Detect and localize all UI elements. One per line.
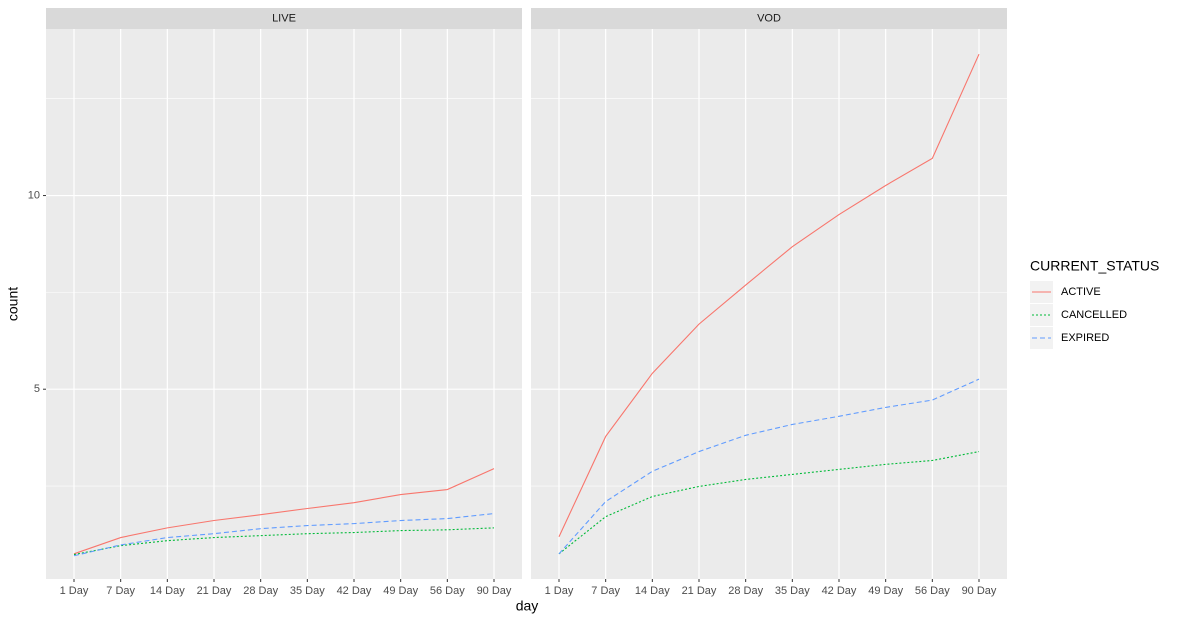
x-axis-title: day [516,598,539,614]
x-tick-label: 56 Day [430,585,465,597]
y-axis-title: count [5,287,21,321]
series-line [73,468,495,555]
x-tick-label: 42 Day [337,585,372,597]
x-tick-label: 14 Day [635,585,670,597]
panel [46,29,522,579]
x-tick-label: 7 Day [106,585,135,597]
x-tick-label: 21 Day [682,585,717,597]
legend-label: CANCELLED [1061,309,1127,321]
strip-label: LIVE [272,12,296,24]
x-tick-label: 42 Day [822,585,857,597]
x-tick-label: 56 Day [915,585,950,597]
x-tick-label: 28 Day [728,585,763,597]
x-tick-label: 90 Day [477,585,512,597]
strip-label: VOD [757,12,781,24]
x-tick-label: 28 Day [243,585,278,597]
x-tick-label: 1 Day [545,585,574,597]
strip [46,8,522,29]
x-tick-label: 49 Day [383,585,418,597]
x-tick-label: 90 Day [962,585,997,597]
x-tick-label: 7 Day [591,585,620,597]
x-tick-label: 35 Day [775,585,810,597]
legend-label: ACTIVE [1061,286,1101,298]
x-tick-label: 21 Day [197,585,232,597]
x-tick-label: 35 Day [290,585,325,597]
series-line [558,378,980,555]
legend-title: CURRENT_STATUS [1030,258,1159,274]
x-tick-label: 1 Day [60,585,89,597]
series-line [558,53,980,538]
series-line [558,451,980,555]
y-tick-label: 10 [28,189,40,201]
panel [531,29,1007,579]
x-tick-label: 49 Day [868,585,903,597]
series-line [73,512,495,557]
strip [531,8,1007,29]
y-tick-label: 5 [34,383,40,395]
legend-label: EXPIRED [1061,332,1109,344]
x-tick-label: 14 Day [150,585,185,597]
